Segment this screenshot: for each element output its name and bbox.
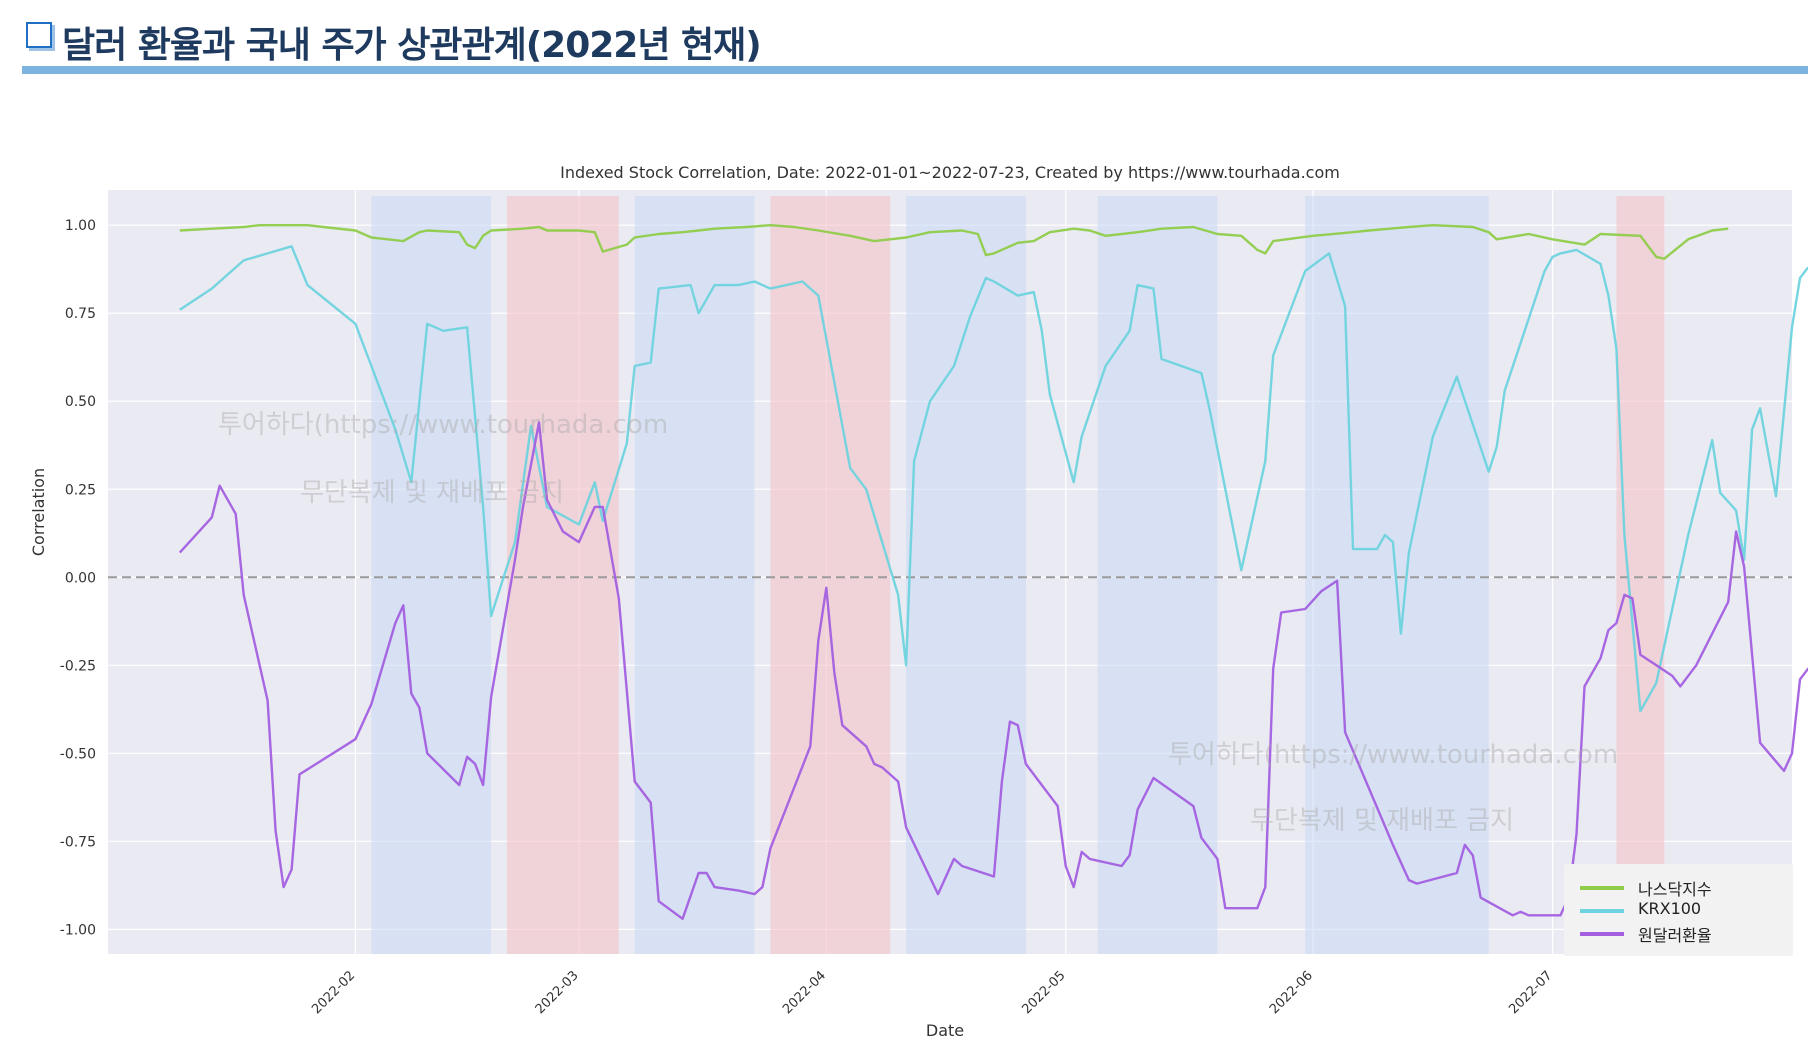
shaded-region-blue (371, 196, 492, 954)
legend-label: KRX100 (1638, 899, 1702, 918)
shaded-region-red (1616, 196, 1665, 954)
page-title: 달러 환율과 국내 주가 상관관계(2022년 현재) (62, 25, 762, 66)
y-tick-label: 0.25 (65, 482, 96, 498)
y-tick-label: -0.50 (60, 746, 96, 762)
y-tick-label: 0.75 (65, 306, 96, 322)
shaded-region-red (770, 196, 891, 954)
y-tick-label: -0.25 (60, 658, 96, 674)
checkbox-square-icon (26, 22, 52, 48)
series-line-0 (179, 224, 1729, 260)
shaded-region-blue (1097, 196, 1218, 954)
y-tick-label: -0.75 (60, 834, 96, 850)
series-line-1 (179, 245, 1808, 713)
legend-swatch (1580, 909, 1624, 913)
watermark-2-line-2: 무단복제 및 재배포 금지 (1250, 806, 1514, 836)
series-line-2 (178, 421, 1808, 920)
x-tick-label: 2022-05 (1020, 968, 1069, 1017)
legend-swatch (1580, 932, 1624, 936)
y-axis-label: Correlation (29, 468, 48, 556)
watermark-1-line-2: 무단복제 및 재배포 금지 (300, 478, 564, 508)
x-tick-label: 2022-07 (1506, 968, 1555, 1017)
correlation-chart: 1.00 0.75 0.50 0.25 0.00 -0.25 -0.50 -0.75 -1.00… (29, 163, 1808, 1040)
legend-label: 나스닥지수 (1638, 880, 1712, 899)
x-tick-label: 2022-04 (780, 968, 829, 1017)
y-tick-label: 0.50 (65, 394, 96, 410)
legend-swatch (1580, 886, 1624, 890)
x-axis-label: Date (926, 1021, 964, 1040)
shaded-region-red (507, 196, 619, 954)
watermark-1-line-1: 투어하다(https://www.tourhada.com (218, 410, 669, 440)
shaded-region-blue (906, 196, 1026, 954)
chart-legend: 나스닥지수 KRX100 원달러환율 (1564, 864, 1793, 956)
header-divider (22, 66, 1808, 74)
page-header: 달러 환율과 국내 주가 상관관계(2022년 현재) (22, 14, 1808, 76)
watermark-2-line-1: 투어하다(https://www.tourhada.com (1168, 740, 1619, 770)
y-tick-label: -1.00 (60, 922, 96, 938)
x-tick-label: 2022-06 (1267, 968, 1316, 1017)
x-tick-label: 2022-03 (533, 968, 582, 1017)
legend-label: 원달러환율 (1638, 926, 1712, 945)
chart-title: Indexed Stock Correlation, Date: 2022-01… (560, 163, 1340, 182)
x-tick-label: 2022-02 (309, 968, 358, 1017)
y-tick-label: 0.00 (65, 570, 96, 586)
y-tick-label: 1.00 (65, 218, 96, 234)
